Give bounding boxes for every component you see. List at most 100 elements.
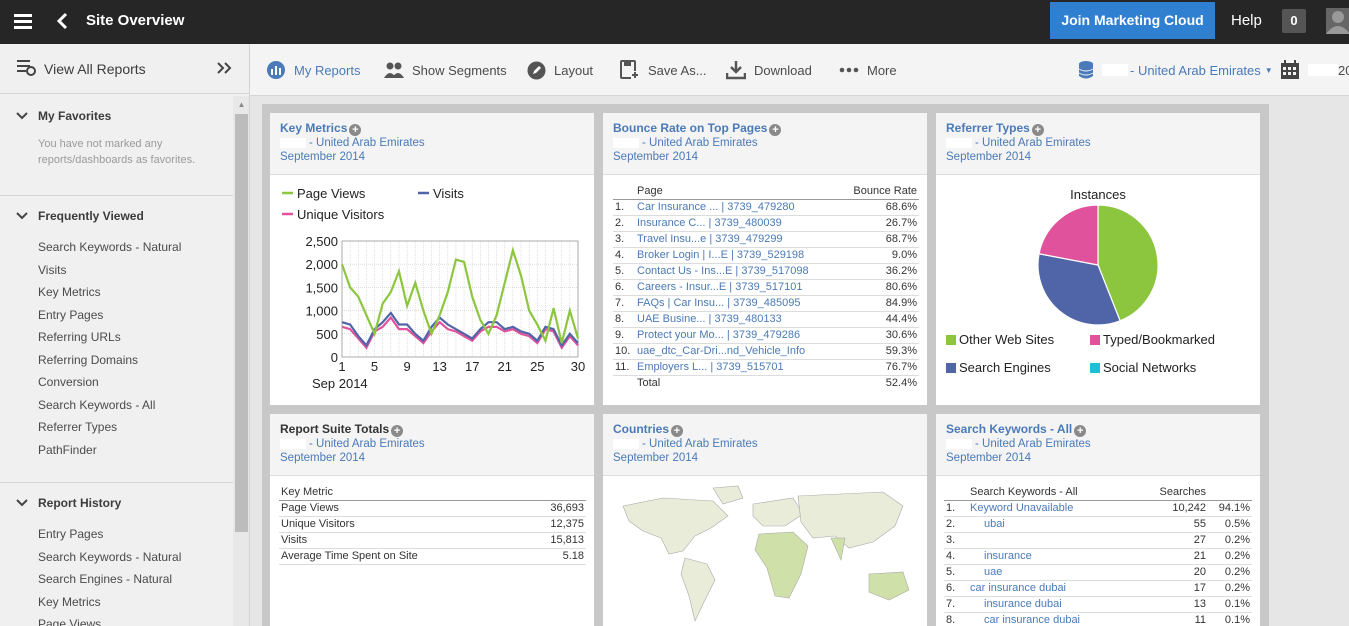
keyword-link[interactable]: Keyword Unavailable: [968, 500, 1135, 517]
table-row[interactable]: 2. Insurance C... | 3739_480039 26.7%: [613, 215, 919, 232]
add-icon[interactable]: +: [671, 425, 684, 437]
series-line: [341, 315, 579, 350]
y-tick-label: 0: [331, 350, 338, 365]
expand-icon[interactable]: [216, 61, 234, 78]
table-row[interactable]: 9. Protect your Mo... | 3739_479286 30.6%: [613, 327, 919, 344]
join-marketing-cloud-button[interactable]: Join Marketing Cloud: [1050, 2, 1215, 39]
page-link[interactable]: Employers L... | 3739_515701: [635, 359, 841, 376]
bounce-rate-title[interactable]: Bounce Rate on Top Pages: [613, 121, 768, 135]
table-row[interactable]: 6. Careers - Insur...E | 3739_517101 80.6%: [613, 279, 919, 296]
period-text: September 2014: [280, 151, 366, 163]
table-row[interactable]: 1. Keyword Unavailable 10,242 94.1%: [944, 500, 1252, 517]
notification-badge[interactable]: 0: [1282, 9, 1306, 33]
page-link[interactable]: UAE Busine... | 3739_480133: [635, 311, 841, 328]
back-icon[interactable]: [56, 12, 68, 33]
sidebar-item[interactable]: Page Views: [38, 617, 102, 626]
table-row[interactable]: 4. Broker Login | I...E | 3739_529198 9.0%: [613, 247, 919, 264]
sidebar-item[interactable]: Referring URLs: [38, 330, 121, 344]
period-text: September 2014: [946, 151, 1032, 163]
sidebar-item[interactable]: Search Keywords - All: [38, 397, 156, 412]
add-icon[interactable]: +: [391, 425, 404, 437]
keyword-link[interactable]: [968, 532, 1135, 549]
report-suite-selector[interactable]: - United Arab Emirates ▼: [1078, 44, 1273, 96]
add-icon[interactable]: +: [1031, 124, 1044, 136]
layout-button[interactable]: Layout: [527, 44, 593, 96]
calendar-icon: [1281, 60, 1299, 79]
legend-label: Social Networks: [1103, 360, 1197, 375]
save-as-button[interactable]: Save As...: [620, 44, 707, 96]
table-row[interactable]: 8. car insurance dubai 11 0.1%: [944, 612, 1252, 626]
my-reports-button[interactable]: My Reports: [266, 44, 360, 96]
keyword-link[interactable]: ubai: [968, 516, 1135, 533]
table-row[interactable]: 2. ubai 55 0.5%: [944, 516, 1252, 533]
table-row[interactable]: 6. car insurance dubai 17 0.2%: [944, 580, 1252, 597]
view-all-reports[interactable]: View All Reports: [0, 44, 249, 94]
sidebar-item[interactable]: Referrer Types: [38, 420, 118, 434]
page-link[interactable]: Broker Login | I...E | 3739_529198: [635, 247, 841, 264]
report-suite-totals-panel: Report Suite Totals + - United Arab Emira…: [270, 414, 594, 626]
table-row[interactable]: 3. 27 0.2%: [944, 532, 1252, 549]
referrer-types-title[interactable]: Referrer Types: [946, 121, 1030, 135]
help-link[interactable]: Help: [1231, 12, 1262, 29]
sidebar-item[interactable]: Entry Pages: [38, 307, 104, 322]
more-button[interactable]: More: [839, 44, 897, 96]
report-history-header[interactable]: Report History: [0, 483, 233, 523]
sidebar-item[interactable]: Search Keywords - Natural: [38, 240, 182, 254]
more-dots-icon: [839, 67, 859, 73]
metric-name: Unique Visitors: [279, 516, 522, 533]
add-icon[interactable]: +: [349, 124, 362, 136]
sidebar-scrollbar[interactable]: ▲: [233, 96, 249, 626]
sidebar-item[interactable]: Search Engines - Natural: [38, 572, 173, 586]
sidebar-item[interactable]: Key Metrics: [38, 285, 101, 299]
page-link[interactable]: uae_dtc_Car-Dri...nd_Vehicle_Info: [635, 343, 841, 360]
sidebar-item[interactable]: Visits: [38, 262, 67, 277]
add-icon[interactable]: +: [769, 124, 782, 136]
frequently-viewed-header[interactable]: Frequently Viewed: [0, 196, 233, 236]
table-row[interactable]: 10. uae_dtc_Car-Dri...nd_Vehicle_Info 59.3…: [613, 343, 919, 360]
page-link[interactable]: Careers - Insur...E | 3739_517101: [635, 279, 841, 296]
sidebar-item[interactable]: Conversion: [38, 375, 99, 389]
report-suite-totals-title[interactable]: Report Suite Totals: [280, 422, 390, 436]
countries-title[interactable]: Countries: [613, 422, 670, 436]
table-row[interactable]: 11. Employers L... | 3739_515701 76.7%: [613, 359, 919, 376]
page-link[interactable]: FAQs | Car Insu... | 3739_485095: [635, 295, 841, 312]
searches-percent: 0.2%: [1208, 532, 1252, 549]
table-row[interactable]: 8. UAE Busine... | 3739_480133 44.4%: [613, 311, 919, 328]
page-link[interactable]: Contact Us - Ins...E | 3739_517098: [635, 263, 841, 280]
favorites-header[interactable]: My Favorites: [0, 96, 233, 136]
menu-icon[interactable]: [14, 13, 32, 32]
table-row[interactable]: 4. insurance 21 0.2%: [944, 548, 1252, 565]
page-link[interactable]: Car Insurance ... | 3739_479280: [635, 199, 841, 216]
keyword-link[interactable]: insurance: [968, 548, 1135, 565]
table-row[interactable]: 7. FAQs | Car Insu... | 3739_485095 84.9%: [613, 295, 919, 312]
sidebar-item[interactable]: Entry Pages: [38, 527, 104, 541]
page-link[interactable]: Protect your Mo... | 3739_479286: [635, 327, 841, 344]
table-row[interactable]: 5. uae 20 0.2%: [944, 564, 1252, 581]
sidebar-item[interactable]: Referring Domains: [38, 352, 139, 367]
y-tick-label: 2,000: [305, 257, 338, 272]
sidebar-item[interactable]: Search Keywords - Natural: [38, 549, 182, 564]
search-keywords-panel: Search Keywords - All + - United Arab Emi…: [936, 414, 1260, 626]
add-icon[interactable]: +: [1074, 425, 1087, 437]
show-segments-button[interactable]: Show Segments: [384, 44, 507, 96]
key-metrics-title[interactable]: Key Metrics: [280, 121, 348, 135]
sidebar-item[interactable]: Key Metrics: [38, 594, 101, 609]
scrollbar-thumb[interactable]: [235, 114, 248, 532]
page-link[interactable]: Insurance C... | 3739_480039: [635, 215, 841, 232]
bounce-rate-value: 9.0%: [840, 247, 919, 264]
sidebar-item[interactable]: PathFinder: [38, 442, 97, 457]
table-row[interactable]: 5. Contact Us - Ins...E | 3739_517098 36.2…: [613, 263, 919, 280]
download-button[interactable]: Download: [726, 44, 812, 96]
keyword-link[interactable]: uae: [968, 564, 1135, 581]
search-keywords-title[interactable]: Search Keywords - All: [946, 422, 1073, 436]
table-row[interactable]: 3. Travel Insu...e | 3739_479299 68.7%: [613, 231, 919, 248]
keyword-link[interactable]: car insurance dubai: [968, 580, 1135, 597]
table-row[interactable]: 1. Car Insurance ... | 3739_479280 68.6%: [613, 199, 919, 216]
page-link[interactable]: Travel Insu...e | 3739_479299: [635, 231, 841, 248]
avatar[interactable]: [1326, 8, 1349, 34]
date-selector[interactable]: 201: [1280, 44, 1349, 96]
keyword-link[interactable]: insurance dubai: [968, 596, 1135, 613]
table-row[interactable]: 7. insurance dubai 13 0.1%: [944, 596, 1252, 613]
keyword-link[interactable]: car insurance dubai: [968, 612, 1135, 626]
period-text: September 2014: [613, 452, 699, 464]
